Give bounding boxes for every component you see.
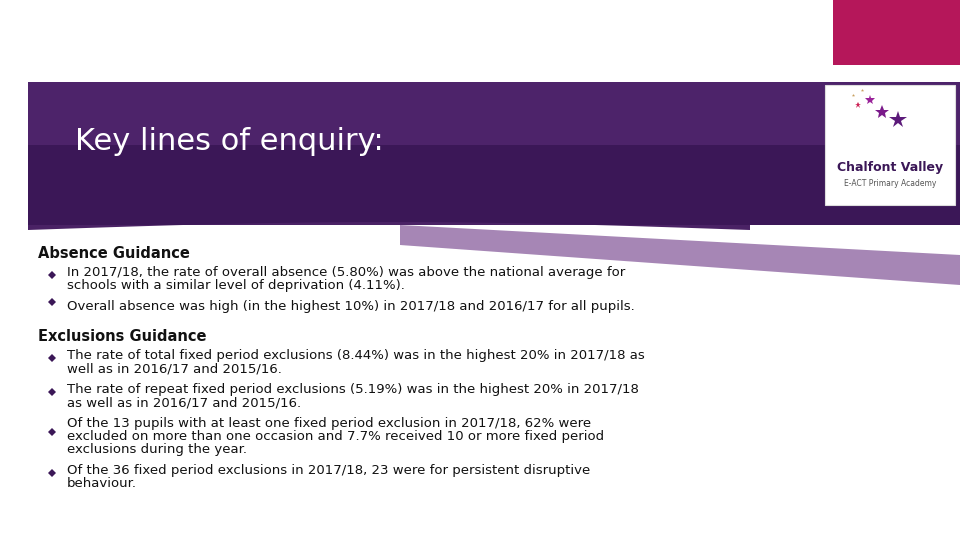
Polygon shape xyxy=(400,225,960,285)
Polygon shape xyxy=(28,82,960,225)
Text: Of the 36 fixed period exclusions in 2017/18, 23 were for persistent disruptive: Of the 36 fixed period exclusions in 201… xyxy=(67,464,590,477)
Text: In 2017/18, the rate of overall absence (5.80%) was above the national average f: In 2017/18, the rate of overall absence … xyxy=(67,266,625,279)
Text: exclusions during the year.: exclusions during the year. xyxy=(67,443,247,456)
Text: Absence Guidance: Absence Guidance xyxy=(38,246,190,261)
Text: excluded on more than one occasion and 7.7% received 10 or more fixed period: excluded on more than one occasion and 7… xyxy=(67,430,604,443)
FancyBboxPatch shape xyxy=(825,85,955,205)
Text: The rate of total fixed period exclusions (8.44%) was in the highest 20% in 2017: The rate of total fixed period exclusion… xyxy=(67,349,645,362)
Polygon shape xyxy=(28,82,960,145)
Text: Key lines of enquiry:: Key lines of enquiry: xyxy=(75,127,384,157)
Text: as well as in 2016/17 and 2015/16.: as well as in 2016/17 and 2015/16. xyxy=(67,396,301,409)
Polygon shape xyxy=(833,0,960,65)
Text: behaviour.: behaviour. xyxy=(67,477,137,490)
Text: well as in 2016/17 and 2015/16.: well as in 2016/17 and 2015/16. xyxy=(67,362,282,375)
Text: Overall absence was high (in the highest 10%) in 2017/18 and 2016/17 for all pup: Overall absence was high (in the highest… xyxy=(67,300,635,313)
Text: E-ACT Primary Academy: E-ACT Primary Academy xyxy=(844,179,936,187)
Text: Of the 13 pupils with at least one fixed period exclusion in 2017/18, 62% were: Of the 13 pupils with at least one fixed… xyxy=(67,417,591,430)
Text: Exclusions Guidance: Exclusions Guidance xyxy=(38,329,206,344)
Text: schools with a similar level of deprivation (4.11%).: schools with a similar level of deprivat… xyxy=(67,279,405,292)
Text: The rate of repeat fixed period exclusions (5.19%) was in the highest 20% in 201: The rate of repeat fixed period exclusio… xyxy=(67,383,638,396)
Polygon shape xyxy=(28,222,750,230)
Text: Chalfont Valley: Chalfont Valley xyxy=(837,160,943,173)
